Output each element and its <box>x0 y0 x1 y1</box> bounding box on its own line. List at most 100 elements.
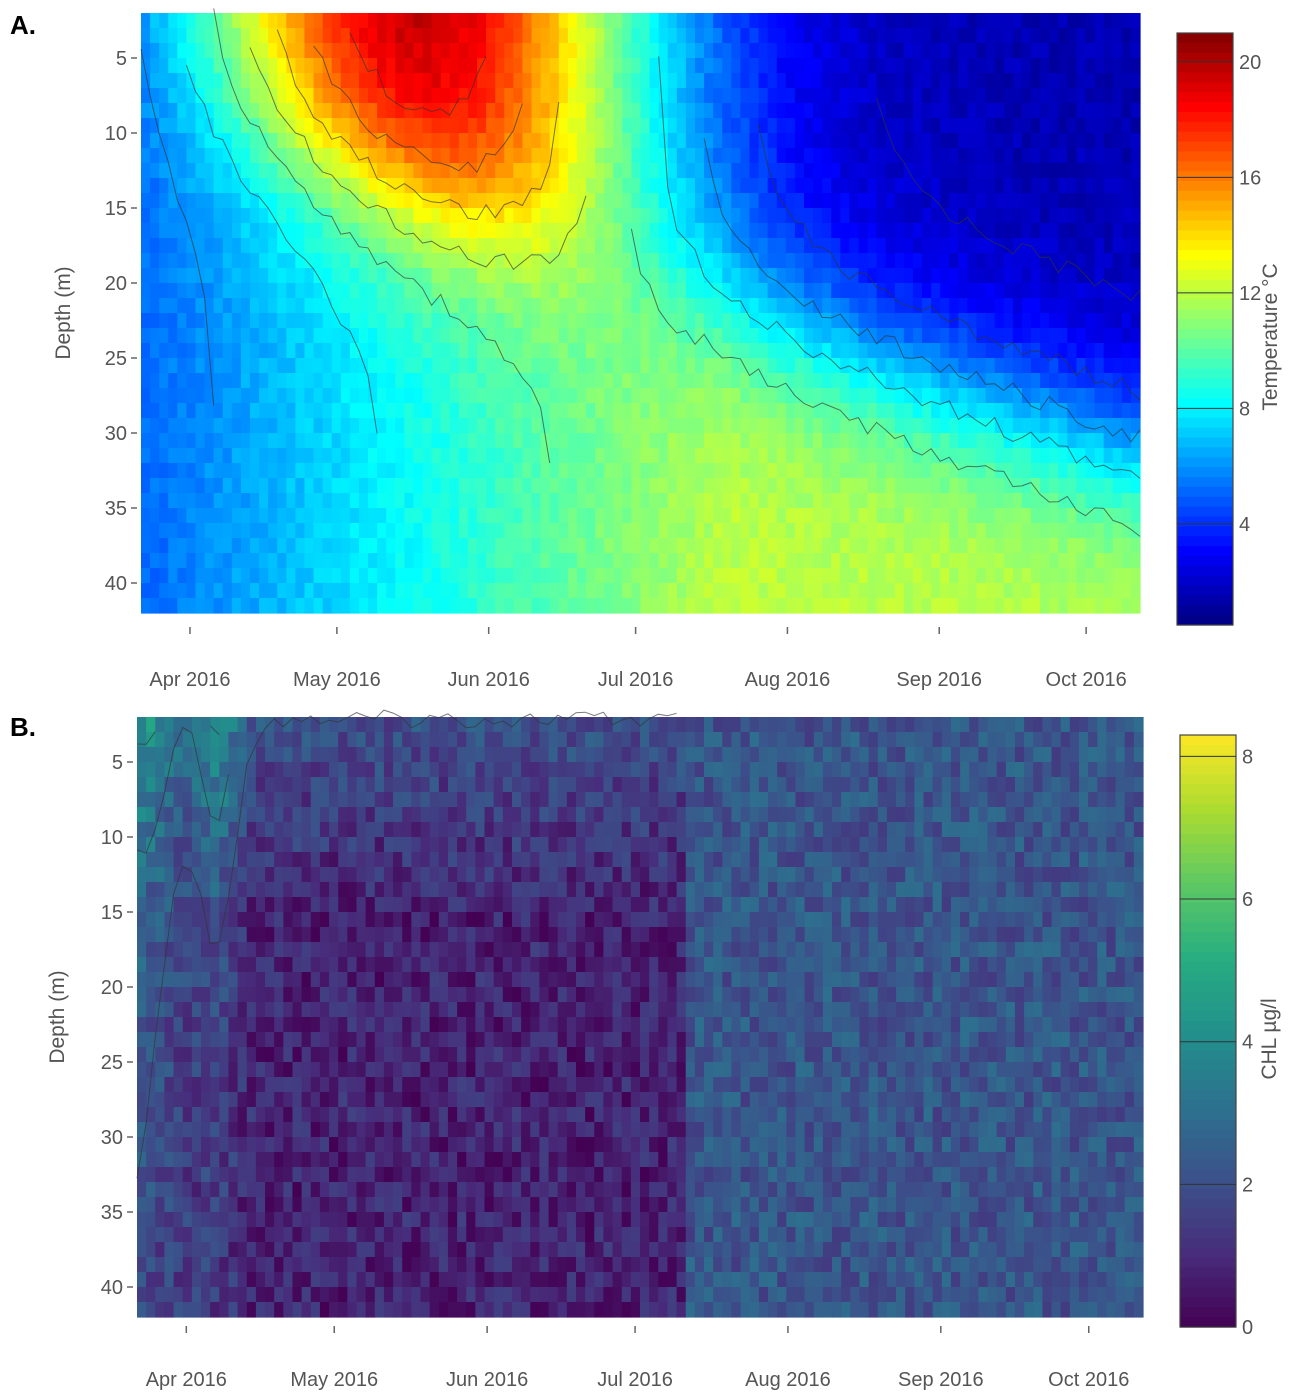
heatmap-cell <box>268 373 278 389</box>
heatmap-cell <box>249 73 260 89</box>
heatmap-cell <box>358 478 369 494</box>
heatmap-cell <box>931 73 941 89</box>
heatmap-cell <box>304 148 315 164</box>
heatmap-cell <box>1031 28 1041 44</box>
heatmap-cell <box>885 28 896 44</box>
colorbar-segment <box>1177 358 1233 370</box>
heatmap-cell <box>749 583 760 599</box>
heatmap-cell <box>640 598 651 614</box>
heatmap-cell <box>422 148 433 164</box>
heatmap-cell <box>137 747 147 763</box>
heatmap-cell <box>495 43 505 59</box>
heatmap-cell <box>141 88 151 104</box>
heatmap-cell <box>422 73 433 89</box>
heatmap-cell <box>885 538 896 554</box>
heatmap-cell <box>413 478 424 494</box>
heatmap-cell <box>431 463 442 479</box>
heatmap-cell <box>486 523 496 539</box>
heatmap-cell <box>177 448 188 464</box>
heatmap-cell <box>613 433 623 449</box>
heatmap-cell <box>231 478 242 494</box>
heatmap-cell <box>922 118 932 134</box>
heatmap-cell <box>622 358 633 374</box>
heatmap-cell <box>958 148 969 164</box>
heatmap-cell <box>867 538 878 554</box>
heatmap-cell <box>213 148 224 164</box>
heatmap-cell <box>1003 253 1014 269</box>
heatmap-cell <box>322 13 333 29</box>
heatmap-cell <box>631 598 642 614</box>
heatmap-cell <box>958 553 969 569</box>
heatmap-cell <box>876 13 887 29</box>
heatmap-cell <box>958 28 969 44</box>
heatmap-cell <box>1040 493 1050 509</box>
heatmap-cell <box>649 388 660 404</box>
heatmap-cell <box>595 223 605 239</box>
heatmap-cell <box>894 238 905 254</box>
heatmap-cell <box>458 163 469 179</box>
heatmap-cell <box>1012 583 1023 599</box>
heatmap-cell <box>731 478 741 494</box>
heatmap-cell <box>486 178 496 194</box>
heatmap-cell <box>940 298 950 314</box>
heatmap-cell <box>177 13 188 29</box>
heatmap-cell <box>249 253 260 269</box>
heatmap-cell <box>477 223 487 239</box>
heatmap-cell <box>440 253 451 269</box>
heatmap-cell <box>894 268 905 284</box>
heatmap-cell <box>813 448 823 464</box>
heatmap-cell <box>1103 163 1114 179</box>
heatmap-cell <box>667 328 678 344</box>
heatmap-cell <box>931 598 941 614</box>
heatmap-cell <box>740 493 751 509</box>
heatmap-cell <box>368 178 378 194</box>
heatmap-cell <box>182 1257 193 1273</box>
heatmap-cell <box>191 1272 202 1288</box>
heatmap-cell <box>1112 208 1123 224</box>
heatmap-cell <box>903 223 914 239</box>
heatmap-cell <box>722 478 732 494</box>
heatmap-cell <box>219 1122 230 1138</box>
heatmap-cell <box>894 433 905 449</box>
heatmap-cell <box>994 268 1005 284</box>
heatmap-cell <box>1085 283 1096 299</box>
heatmap-cell <box>1058 328 1068 344</box>
heatmap-cell <box>685 478 696 494</box>
heatmap-cell <box>813 118 823 134</box>
heatmap-cell <box>831 133 841 149</box>
heatmap-cell <box>240 433 251 449</box>
heatmap-cell <box>286 553 296 569</box>
heatmap-cell <box>558 178 569 194</box>
heatmap-cell <box>967 238 978 254</box>
heatmap-cell <box>191 807 202 823</box>
heatmap-cell <box>1040 298 1050 314</box>
heatmap-cell <box>495 178 505 194</box>
heatmap-cell <box>658 253 669 269</box>
heatmap-cell <box>1058 343 1068 359</box>
heatmap-cell <box>1040 568 1050 584</box>
heatmap-cell <box>776 388 787 404</box>
heatmap-cell <box>640 133 651 149</box>
heatmap-cell <box>604 583 614 599</box>
heatmap-cell <box>146 882 156 898</box>
heatmap-cell <box>595 433 605 449</box>
heatmap-cell <box>237 942 248 958</box>
heatmap-cell <box>940 433 950 449</box>
heatmap-cell <box>894 358 905 374</box>
heatmap-cell <box>1021 133 1032 149</box>
heatmap-cell <box>1049 283 1059 299</box>
heatmap-cell <box>958 493 969 509</box>
heatmap-cell <box>940 118 950 134</box>
heatmap-cell <box>749 28 760 44</box>
heatmap-cell <box>822 88 832 104</box>
heatmap-cell <box>1003 598 1014 614</box>
heatmap-cell <box>186 313 197 329</box>
heatmap-cell <box>268 343 278 359</box>
heatmap-cell <box>467 478 478 494</box>
heatmap-cell <box>240 28 251 44</box>
heatmap-cell <box>803 13 814 29</box>
heatmap-cell <box>222 343 233 359</box>
heatmap-cell <box>137 1002 147 1018</box>
heatmap-cell <box>191 1182 202 1198</box>
heatmap-cell <box>994 448 1005 464</box>
